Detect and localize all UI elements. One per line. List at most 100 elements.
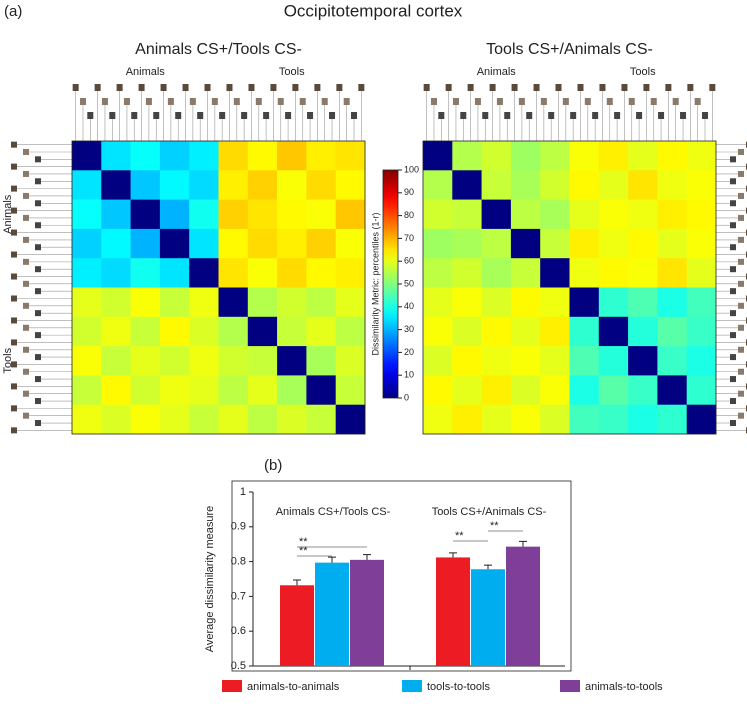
heatmap-cell — [423, 170, 453, 200]
icon — [285, 112, 292, 119]
panel-frame — [231, 480, 572, 672]
icon — [730, 332, 736, 339]
icon — [599, 84, 606, 91]
icon — [145, 98, 152, 105]
icon — [672, 98, 679, 105]
colorbar-tick-label: 10 — [404, 370, 414, 380]
icon — [35, 310, 41, 317]
icon — [160, 84, 167, 91]
icon — [730, 156, 736, 163]
icon — [548, 112, 555, 119]
icon — [314, 84, 321, 91]
heatmap-cell — [686, 228, 717, 259]
heatmap-cell — [130, 170, 161, 200]
heatmap-cell — [481, 141, 512, 171]
icon — [614, 112, 621, 119]
heatmap-cell — [130, 258, 161, 288]
icon — [738, 368, 744, 375]
heatmap-cell — [247, 141, 278, 171]
icon — [79, 98, 86, 105]
heatmap-cell — [481, 199, 512, 230]
heatmap-cell — [628, 199, 658, 230]
heatmap-cell — [686, 258, 717, 288]
heatmap-cell — [277, 170, 307, 200]
icon — [643, 84, 650, 91]
icon — [738, 302, 744, 309]
heatmap-cell — [247, 199, 278, 230]
heatmap-cell — [218, 287, 249, 318]
heatmap-cell — [218, 375, 249, 405]
icon — [423, 84, 430, 91]
heatmap-cell — [218, 346, 249, 376]
error-bar — [363, 554, 371, 560]
icon — [11, 185, 17, 192]
icon — [336, 84, 343, 91]
heatmap-cell — [686, 375, 717, 405]
heatmap-cell — [628, 375, 658, 405]
icon — [592, 112, 599, 119]
heatmap-cell — [423, 375, 453, 405]
y-tick-label: 1 — [240, 486, 246, 498]
y-axis-label: Average dissimilarity measure — [204, 506, 216, 653]
heatmap-cell — [598, 228, 629, 259]
heatmap-cell — [598, 375, 629, 405]
heatmap-cell — [510, 375, 541, 405]
icon — [23, 214, 29, 221]
heatmap-cell — [598, 170, 629, 200]
heatmap-cell — [335, 258, 366, 288]
heatmap-cell — [159, 375, 190, 405]
significance-label: ** — [299, 545, 308, 557]
bar — [471, 569, 505, 666]
icon — [555, 84, 562, 91]
heatmap-cell — [306, 316, 336, 347]
bar — [280, 585, 314, 666]
heatmap-cell — [598, 258, 629, 288]
significance-label: ** — [299, 536, 308, 548]
heatmap-cell — [218, 228, 249, 259]
heatmap-cell — [452, 258, 482, 288]
icon — [738, 170, 744, 177]
heatmap-cell — [189, 141, 219, 171]
heatmap-cell — [686, 287, 717, 318]
icon — [730, 178, 736, 185]
heatmap-cell — [218, 258, 249, 288]
icon — [23, 324, 29, 331]
icon — [489, 84, 496, 91]
heatmap-cell — [423, 199, 453, 230]
panel-label: (a) — [4, 3, 22, 20]
heatmap-cell — [335, 346, 366, 376]
heatmap-cell — [159, 404, 190, 435]
heatmap-cell — [335, 316, 366, 347]
icon — [123, 98, 130, 105]
icon — [263, 112, 270, 119]
colorbar-tick-label: 100 — [404, 164, 419, 174]
heatmap-cell — [101, 404, 131, 435]
heatmap-frame — [422, 140, 717, 435]
icon — [460, 112, 467, 119]
icon — [241, 112, 248, 119]
column-group-label: Tools — [630, 66, 656, 78]
heatmap-cell — [569, 346, 600, 376]
heatmap-cell — [628, 287, 658, 318]
icon — [248, 84, 255, 91]
icon — [197, 112, 204, 119]
icon — [430, 98, 437, 105]
icon — [445, 84, 452, 91]
heatmap-cell — [306, 404, 336, 435]
icon — [665, 84, 672, 91]
heatmap-cell — [247, 404, 278, 435]
significance-label: ** — [455, 530, 464, 542]
heatmap-cell — [335, 170, 366, 200]
heatmap-cell — [335, 404, 366, 435]
heatmap-cell — [686, 404, 717, 435]
heatmap-cell — [657, 170, 687, 200]
icon — [738, 214, 744, 221]
heatmap-cell — [598, 404, 629, 435]
icon — [204, 84, 211, 91]
icon — [35, 354, 41, 361]
heatmap-cell — [335, 199, 366, 230]
error-bar — [519, 540, 527, 547]
icon — [35, 398, 41, 405]
heatmap-cell — [101, 170, 131, 200]
y-tick-label: 0.5 — [231, 660, 246, 672]
